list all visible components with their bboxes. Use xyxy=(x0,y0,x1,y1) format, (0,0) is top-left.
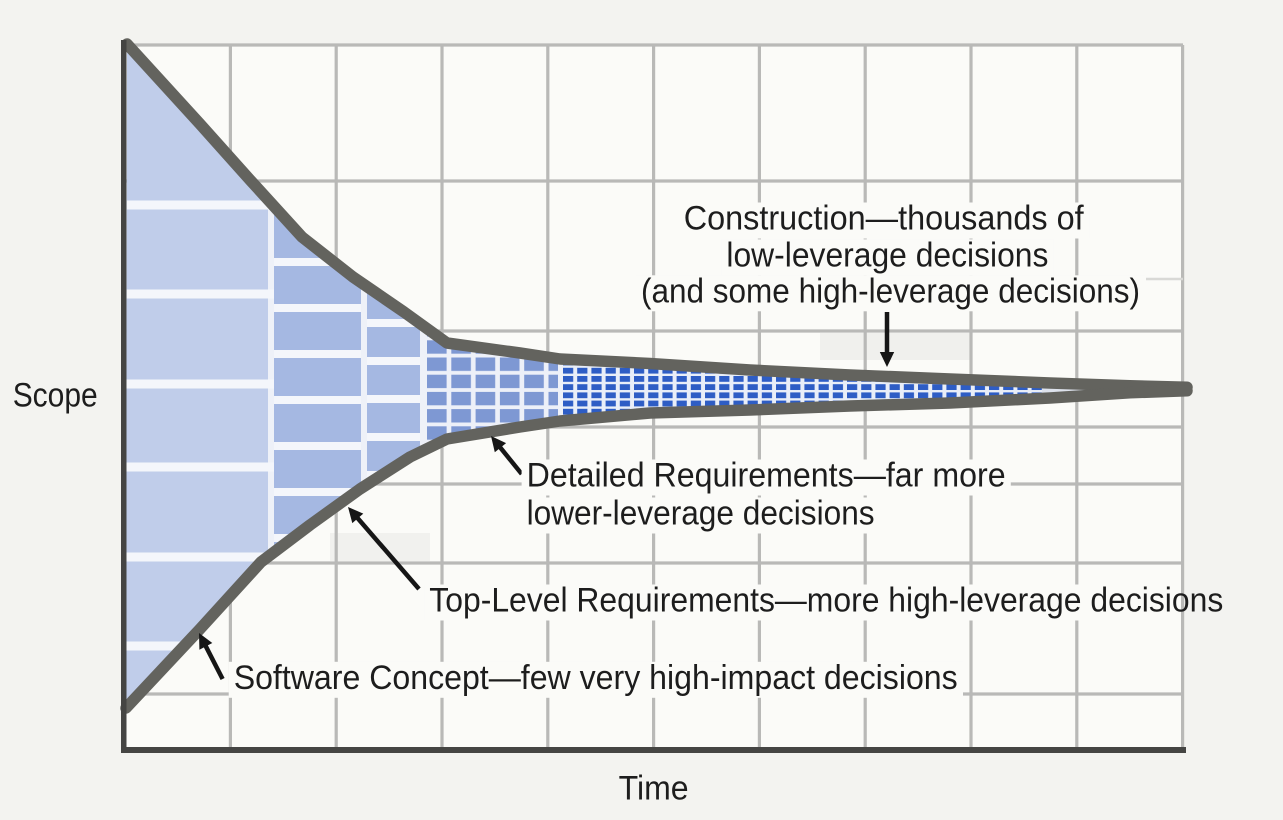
svg-text:Top-Level Requirements—more hi: Top-Level Requirements—more high-leverag… xyxy=(429,582,1223,620)
svg-text:lower-leverage decisions: lower-leverage decisions xyxy=(527,495,875,533)
svg-text:Time: Time xyxy=(619,770,689,808)
svg-text:(and some high-leverage decisi: (and some high-leverage decisions) xyxy=(641,272,1140,310)
svg-text:Scope: Scope xyxy=(13,377,98,415)
svg-text:Detailed Requirements—far more: Detailed Requirements—far more xyxy=(527,457,1006,495)
svg-text:Software Concept—few very high: Software Concept—few very high-impact de… xyxy=(234,659,958,697)
svg-text:low-leverage decisions: low-leverage decisions xyxy=(726,236,1048,274)
svg-text:Construction—thousands of: Construction—thousands of xyxy=(684,200,1085,238)
